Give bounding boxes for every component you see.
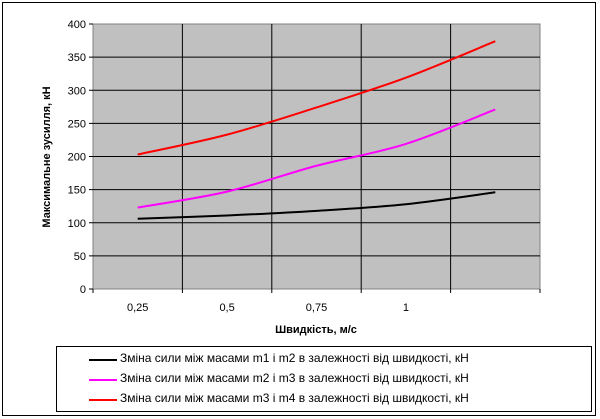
legend-label-m3-m4: Зміна сили між масами m3 і m4 в залежнос…: [120, 391, 469, 405]
x-tick-label: 0,5: [219, 302, 234, 314]
legend-label-m2-m3: Зміна сили між масами m2 і m3 в залежнос…: [120, 371, 469, 385]
x-tick-label: 0,75: [306, 302, 327, 314]
legend-swatch-m3-m4: [89, 399, 117, 401]
series-line-1: [137, 191, 496, 220]
legend-item-m2-m3: Зміна сили між масами m2 і m3 в залежнос…: [57, 370, 591, 390]
series-line-2: [137, 108, 496, 209]
y-tick-label: 150: [68, 185, 86, 197]
x-tick-label: 0,25: [127, 302, 148, 314]
y-tick-label: 300: [68, 85, 86, 97]
y-axis-title: Максимальне зусилля, кН: [41, 86, 53, 227]
legend-swatch-m2-m3: [89, 379, 117, 381]
legend: Зміна сили між масами m1 і m2 в залежнос…: [56, 346, 592, 412]
y-tick-label: 0: [80, 284, 86, 296]
legend-item-m1-m2: Зміна сили між масами m1 і m2 в залежнос…: [57, 350, 591, 370]
y-tick-label: 400: [68, 19, 86, 31]
x-axis-title: Швидкість, м/с: [275, 324, 357, 336]
x-tick-label: 1: [403, 302, 409, 314]
y-tick-label: 100: [68, 218, 86, 230]
legend-label-m1-m2: Зміна сили між масами m1 і m2 в залежнос…: [120, 351, 469, 365]
legend-swatch-m1-m2: [89, 359, 117, 361]
y-tick-label: 350: [68, 52, 86, 64]
y-tick-label: 50: [74, 251, 86, 263]
y-tick-label: 250: [68, 118, 86, 130]
series-line-3: [137, 40, 496, 156]
y-tick-label: 200: [68, 152, 86, 164]
legend-item-m3-m4: Зміна сили між масами m3 і m4 в залежнос…: [57, 390, 591, 410]
